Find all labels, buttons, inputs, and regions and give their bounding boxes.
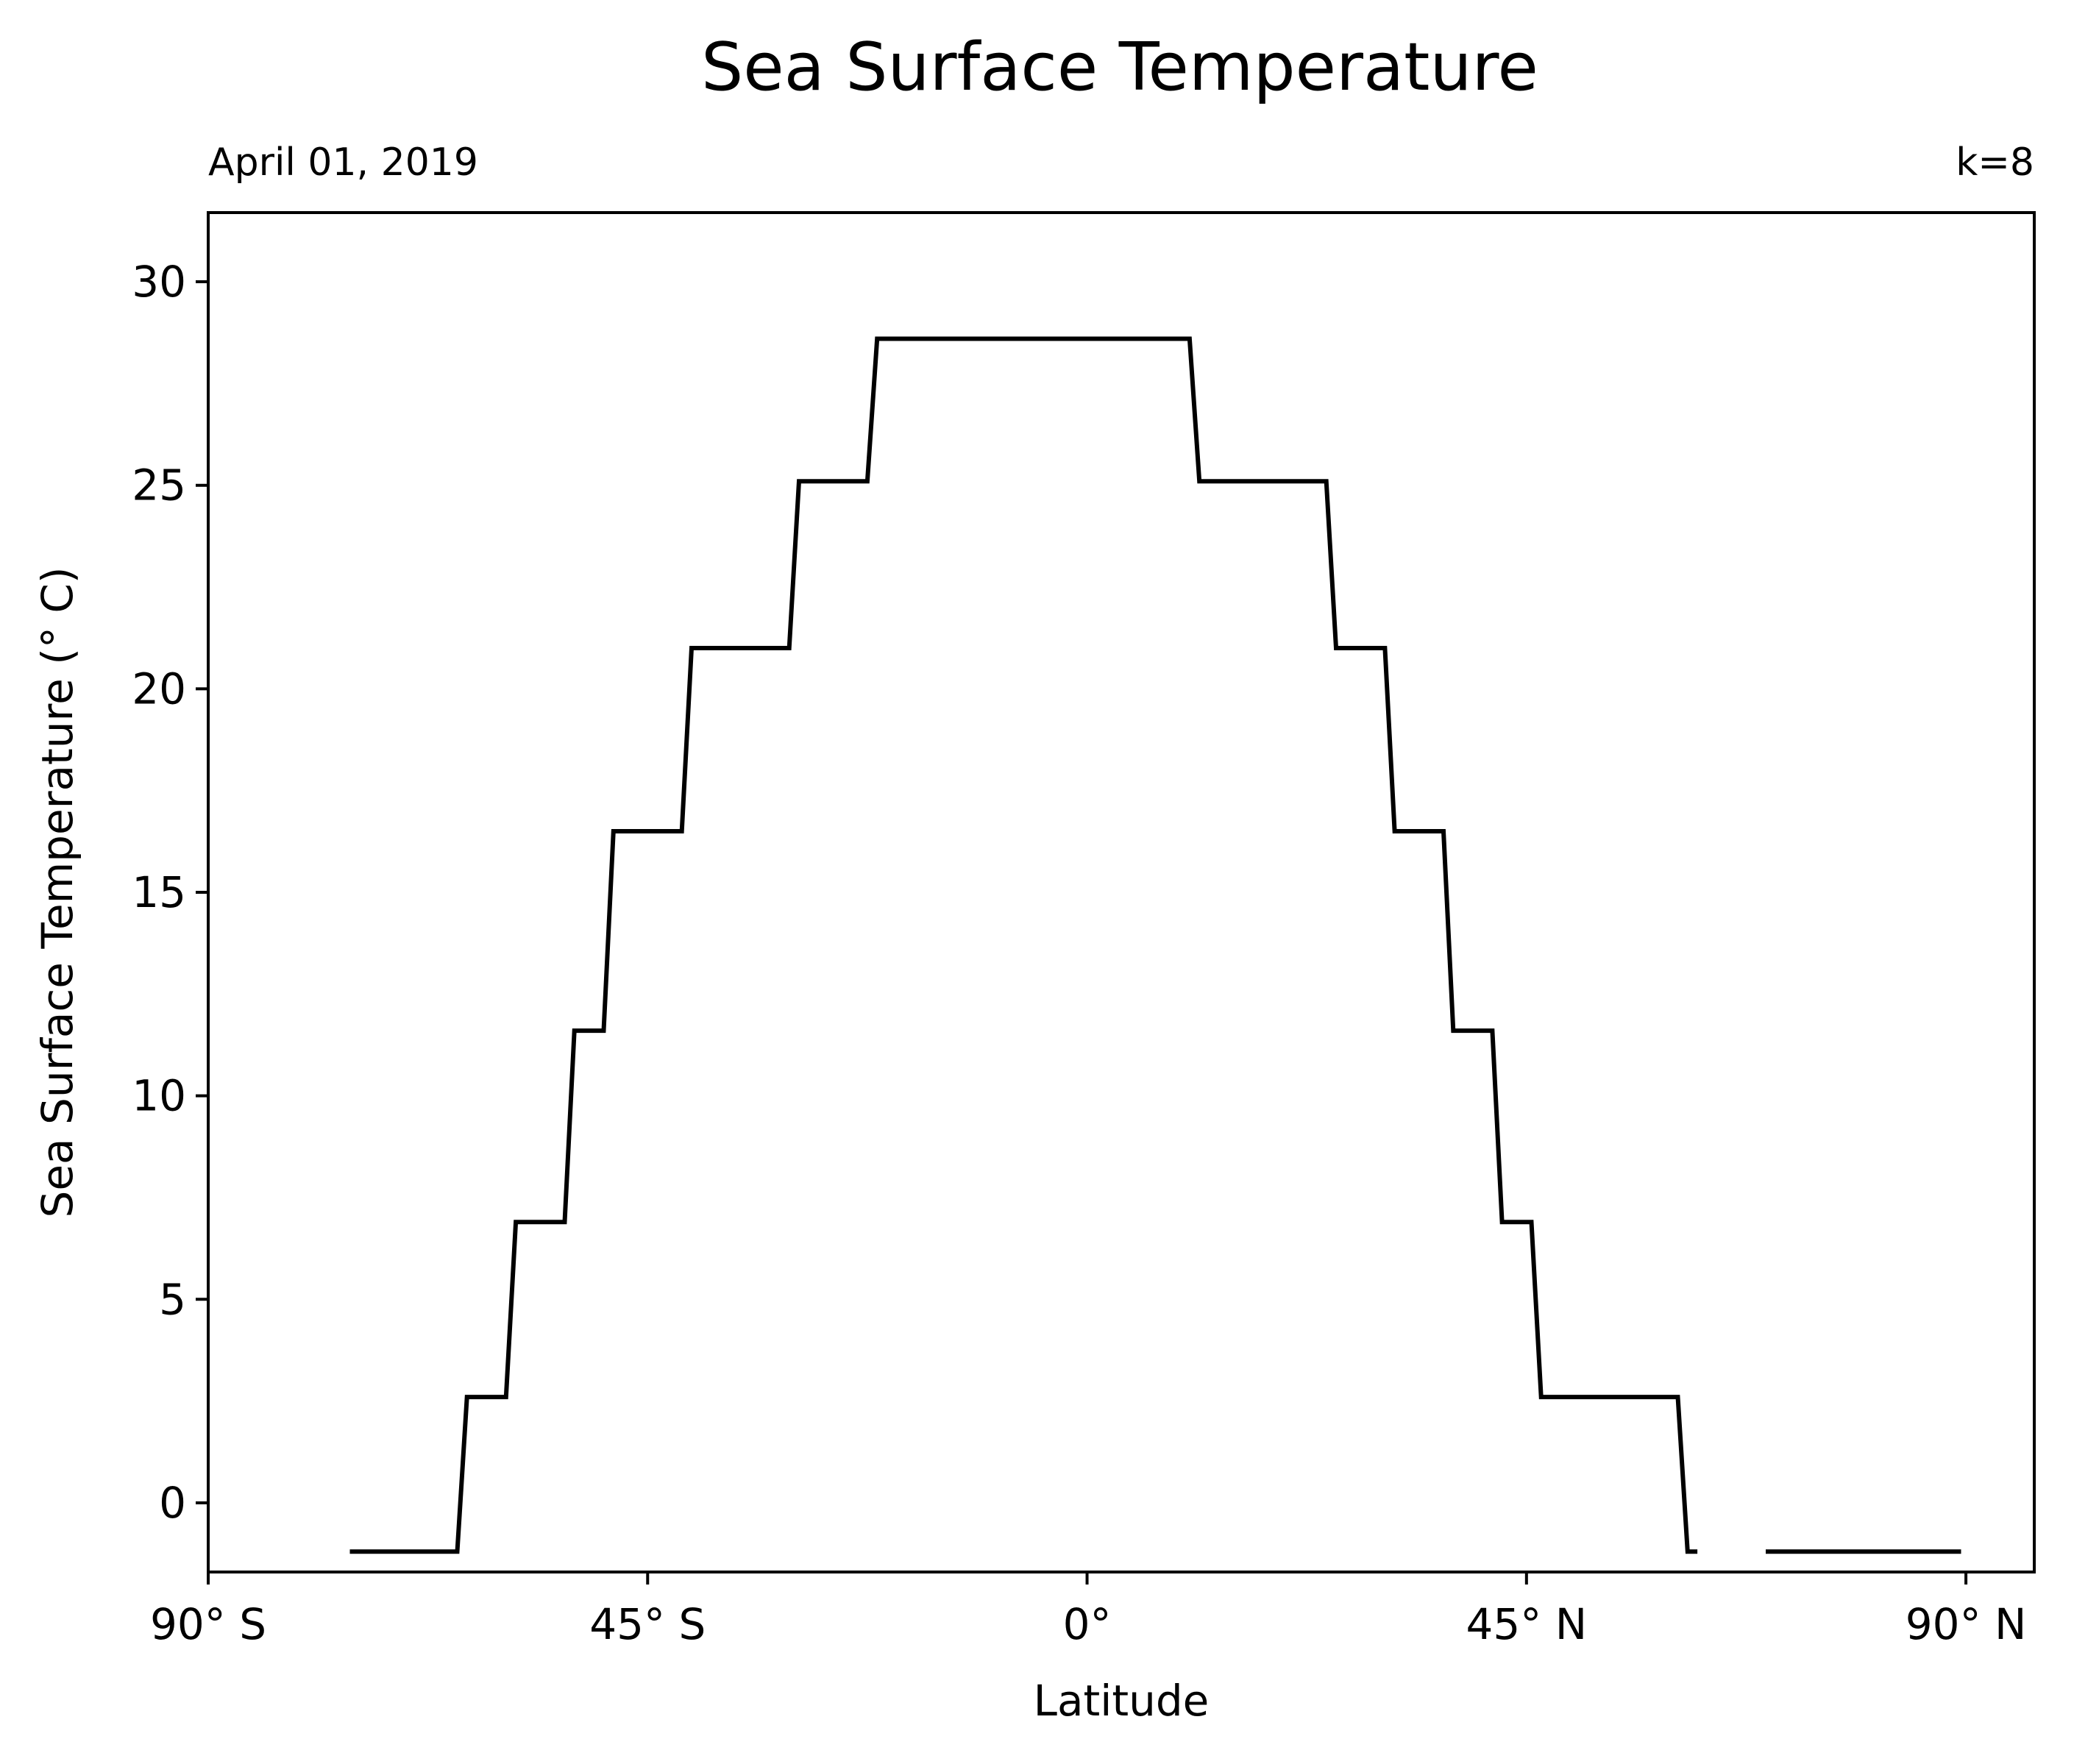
x-tick-label: 90° S	[150, 1599, 266, 1649]
x-tick-label: 45° N	[1466, 1599, 1587, 1649]
x-axis-label: Latitude	[1034, 1676, 1210, 1726]
axes-frame	[207, 211, 2036, 1573]
y-tick-label: 10	[132, 1071, 186, 1121]
plot-area	[349, 336, 1961, 1554]
x-tick-label: 0°	[1063, 1599, 1112, 1649]
y-axis-label: Sea Surface Temperature (° C)	[32, 567, 82, 1218]
chart-k-label: k=8	[1956, 141, 2034, 185]
y-tick-label: 30	[132, 257, 186, 307]
y-axis-ticks: 0 5 10 15 20 25 30	[132, 257, 208, 1528]
chart-title: Sea Surface Temperature	[701, 29, 1538, 106]
chart-date-label: April 01, 2019	[208, 141, 478, 185]
x-tick-label: 45° S	[589, 1599, 706, 1649]
y-tick-label: 20	[132, 664, 186, 714]
y-tick-label: 5	[159, 1274, 186, 1324]
y-tick-label: 0	[159, 1478, 186, 1528]
sst-series-line	[349, 336, 1698, 1554]
y-tick-label: 15	[132, 867, 186, 917]
x-axis-ticks: 90° S 45° S 0° 45° N 90° N	[150, 1572, 2026, 1649]
x-tick-label: 90° N	[1906, 1599, 2027, 1649]
y-tick-label: 25	[132, 460, 186, 511]
